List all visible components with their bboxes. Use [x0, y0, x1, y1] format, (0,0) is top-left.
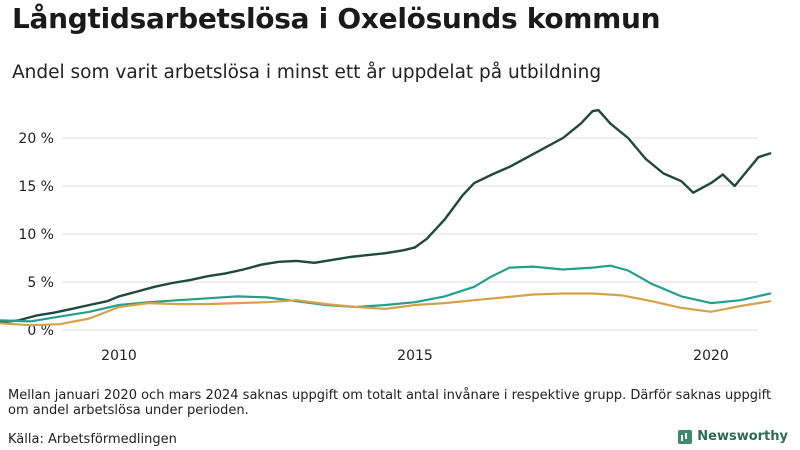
- series-line-gymnasial: [0, 292, 772, 327]
- series-line-forgymnasial: [0, 109, 772, 324]
- y-tick-label: 10 %: [18, 227, 54, 243]
- y-tick-label: 5 %: [27, 275, 54, 291]
- brand-logo: Newsworthy: [678, 429, 788, 444]
- x-tick-label: 2015: [397, 348, 433, 364]
- line-chart: 0 %5 %10 %15 %20 % 201020152020mar 2025 …: [0, 109, 772, 364]
- y-tick-label: 20 %: [18, 131, 54, 147]
- x-tick-label: 2020: [693, 348, 729, 364]
- brand-name: Newsworthy: [697, 429, 788, 444]
- series-line-eftergymnasial: [0, 264, 772, 323]
- page-title: Långtidsarbetslösa i Oxelösunds kommun: [12, 2, 661, 35]
- newsworthy-icon: [678, 429, 693, 444]
- y-tick-label: 15 %: [18, 179, 54, 195]
- y-tick-label: 0 %: [27, 323, 54, 339]
- page-subtitle: Andel som varit arbetslösa i minst ett å…: [12, 62, 602, 83]
- x-tick-label: 2010: [101, 348, 137, 364]
- source-text: Källa: Arbetsförmedlingen: [8, 432, 177, 447]
- footnote: Mellan januari 2020 och mars 2024 saknas…: [8, 388, 772, 418]
